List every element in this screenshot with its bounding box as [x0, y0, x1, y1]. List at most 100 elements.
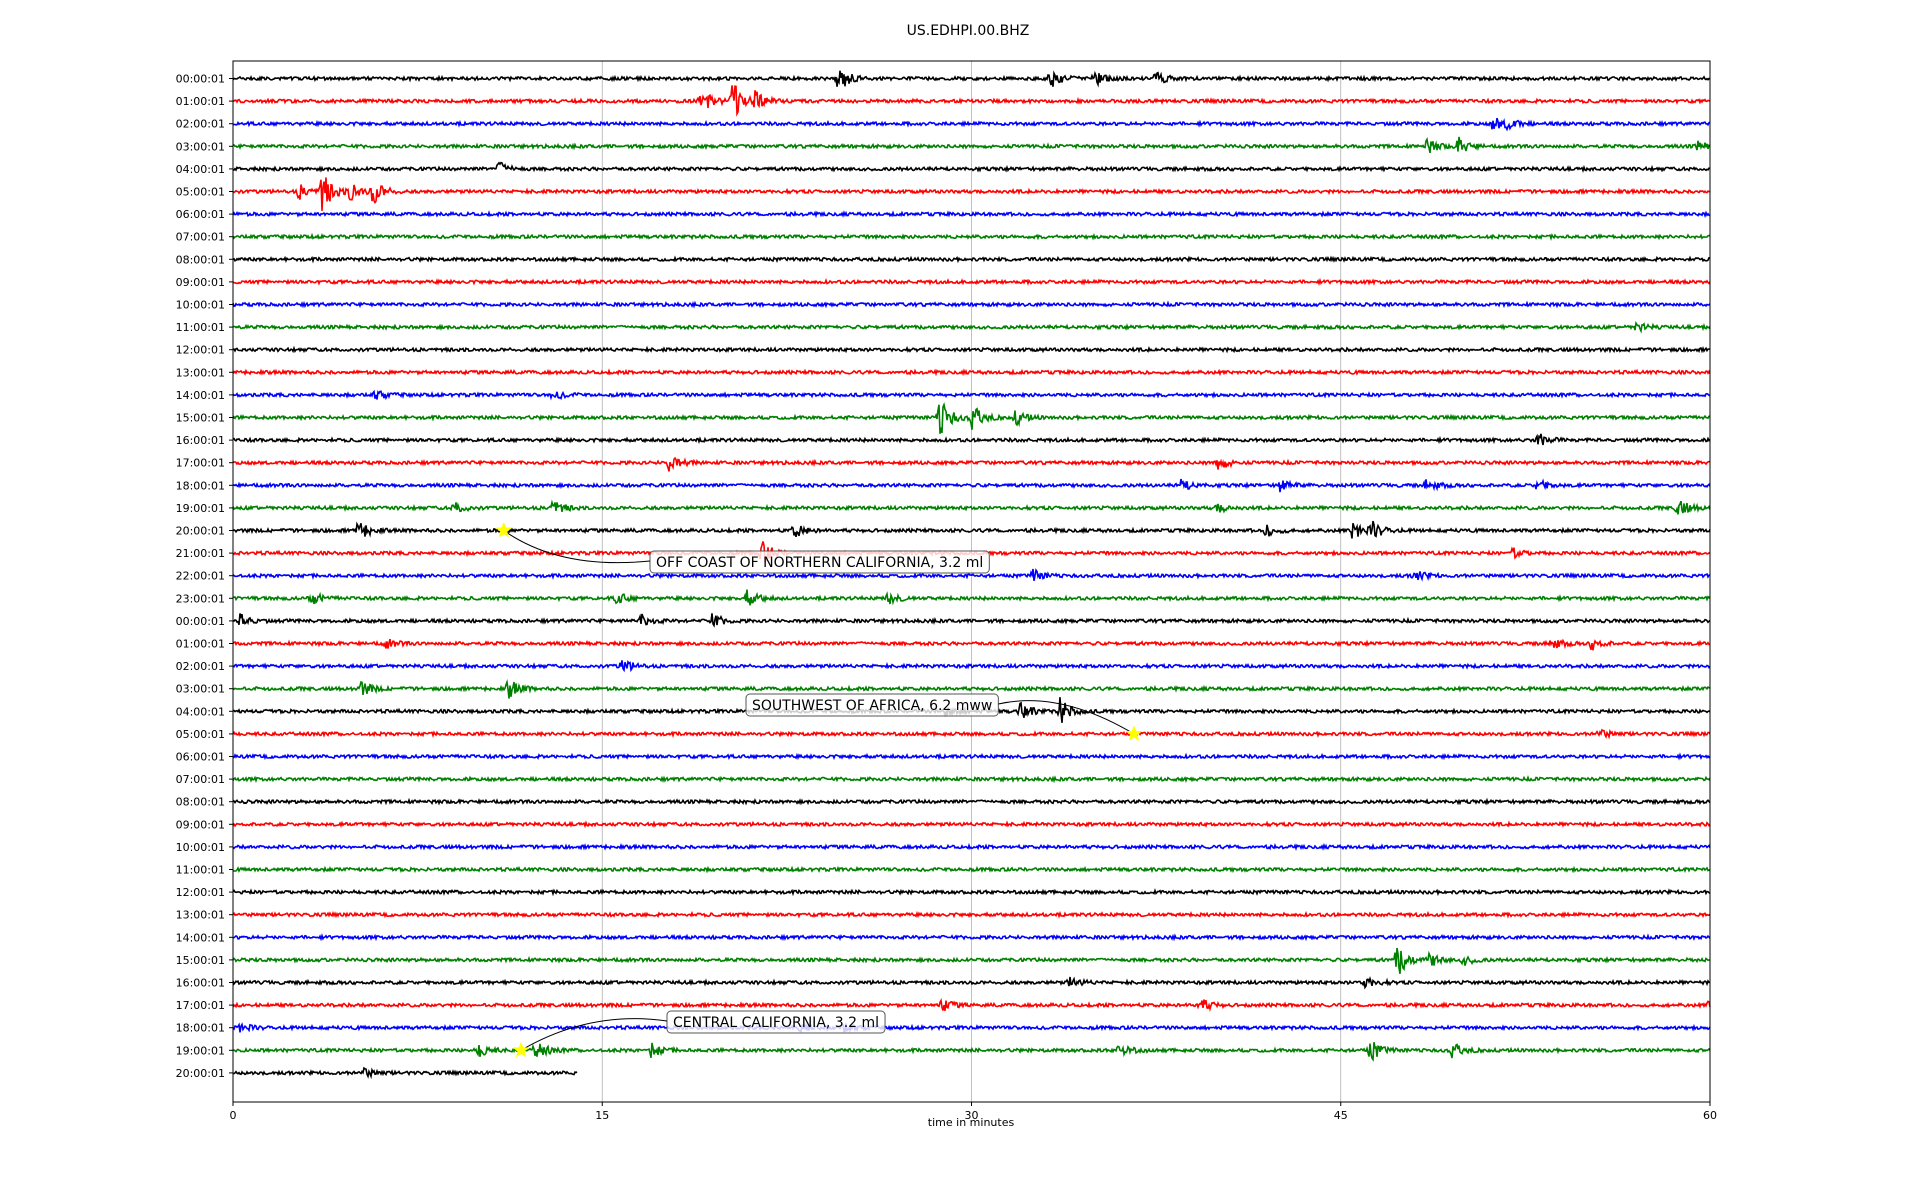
row-label-26: 02:00:01 — [176, 660, 225, 673]
row-label-23: 23:00:01 — [176, 592, 225, 605]
row-label-12: 12:00:01 — [176, 344, 225, 357]
event-label-box-0 — [649, 550, 990, 574]
x-tick-label-15: 15 — [595, 1109, 609, 1122]
x-tick-label-30: 30 — [965, 1109, 979, 1122]
trace-row-31 — [232, 775, 1711, 784]
row-label-7: 07:00:01 — [176, 231, 225, 244]
row-label-0: 00:00:01 — [176, 73, 225, 86]
trace-row-2 — [232, 117, 1711, 132]
trace-row-12 — [232, 345, 1711, 354]
trace-row-27 — [232, 679, 1711, 699]
trace-row-15 — [232, 402, 1711, 434]
trace-row-23 — [232, 589, 1711, 606]
row-label-6: 06:00:01 — [176, 208, 225, 221]
trace-row-43 — [232, 1042, 1711, 1062]
trace-row-37 — [232, 910, 1711, 919]
row-label-31: 07:00:01 — [176, 773, 225, 786]
row-label-14: 14:00:01 — [176, 389, 225, 402]
trace-row-42 — [232, 1021, 1711, 1034]
trace-row-0 — [232, 70, 1711, 88]
row-label-11: 11:00:01 — [176, 321, 225, 334]
trace-row-16 — [232, 433, 1711, 446]
row-label-2: 02:00:01 — [176, 118, 225, 131]
chart-title: US.EDHPI.00.BHZ — [907, 23, 1030, 39]
row-label-15: 15:00:01 — [176, 412, 225, 425]
row-label-17: 17:00:01 — [176, 457, 225, 470]
trace-row-7 — [232, 232, 1711, 241]
trace-row-13 — [232, 368, 1711, 377]
trace-row-44 — [232, 1066, 578, 1080]
trace-row-29 — [232, 728, 1711, 740]
trace-row-24 — [232, 613, 1711, 628]
row-label-30: 06:00:01 — [176, 751, 225, 764]
trace-row-18 — [232, 478, 1711, 493]
row-label-24: 00:00:01 — [176, 615, 225, 628]
event-label-0: OFF COAST OF NORTHERN CALIFORNIA, 3.2 ml — [656, 555, 983, 571]
row-label-29: 05:00:01 — [176, 728, 225, 741]
event-connector-0 — [503, 530, 651, 564]
event-connector-2 — [520, 1018, 668, 1051]
row-label-4: 04:00:01 — [176, 163, 225, 176]
row-label-37: 13:00:01 — [176, 909, 225, 922]
row-label-28: 04:00:01 — [176, 705, 225, 718]
row-label-25: 01:00:01 — [176, 638, 225, 651]
row-label-5: 05:00:01 — [176, 186, 225, 199]
trace-row-40 — [232, 976, 1711, 990]
trace-row-11 — [232, 320, 1711, 334]
row-label-32: 08:00:01 — [176, 796, 225, 809]
event-label-2: CENTRAL CALIFORNIA, 3.2 ml — [673, 1015, 879, 1031]
trace-row-3 — [232, 136, 1711, 154]
event-annotations: OFF COAST OF NORTHERN CALIFORNIA, 3.2 ml… — [495, 521, 1143, 1058]
trace-row-38 — [232, 933, 1711, 942]
trace-row-6 — [232, 210, 1711, 219]
row-label-22: 22:00:01 — [176, 570, 225, 583]
event-label-1: SOUTHWEST OF AFRICA, 6.2 mww — [752, 698, 992, 714]
row-label-40: 16:00:01 — [176, 977, 225, 990]
trace-row-36 — [232, 888, 1711, 897]
trace-row-30 — [232, 752, 1711, 761]
event-star-marker-2 — [512, 1041, 530, 1058]
grid-lines — [601, 61, 1342, 1102]
row-label-33: 09:00:01 — [176, 818, 225, 831]
row-label-43: 19:00:01 — [176, 1044, 225, 1057]
row-label-13: 13:00:01 — [176, 366, 225, 379]
trace-row-33 — [232, 820, 1711, 829]
row-label-3: 03:00:01 — [176, 140, 225, 153]
row-label-38: 14:00:01 — [176, 931, 225, 944]
event-annotation-1: SOUTHWEST OF AFRICA, 6.2 mww — [745, 693, 1143, 741]
event-annotation-2: CENTRAL CALIFORNIA, 3.2 ml — [512, 1010, 886, 1058]
event-connector-1 — [998, 700, 1135, 735]
event-star-marker-1 — [1125, 725, 1143, 741]
trace-row-8 — [232, 255, 1711, 264]
trace-row-14 — [232, 389, 1711, 401]
trace-row-9 — [232, 277, 1711, 286]
row-labels: 00:00:01 01:00:01 02:00:01 03:00:01 04:00:01… — [176, 73, 233, 1080]
row-label-8: 08:00:01 — [176, 253, 225, 266]
row-label-20: 20:00:01 — [176, 525, 225, 538]
trace-row-32 — [232, 797, 1711, 806]
trace-row-17 — [232, 456, 1711, 472]
x-tick-label-0: 0 — [230, 1109, 237, 1122]
row-label-18: 18:00:01 — [176, 479, 225, 492]
row-label-10: 10:00:01 — [176, 299, 225, 312]
x-axis-ticks: 0 15 30 45 60 — [230, 1102, 1717, 1122]
row-label-21: 21:00:01 — [176, 547, 225, 560]
row-label-9: 09:00:01 — [176, 276, 225, 289]
event-label-box-1 — [745, 693, 999, 717]
trace-row-19 — [232, 499, 1711, 515]
row-label-42: 18:00:01 — [176, 1022, 225, 1035]
row-label-1: 01:00:01 — [176, 95, 225, 108]
row-label-19: 19:00:01 — [176, 502, 225, 515]
trace-row-34 — [232, 842, 1711, 851]
row-label-41: 17:00:01 — [176, 999, 225, 1012]
row-label-44: 20:00:01 — [176, 1067, 225, 1080]
trace-row-35 — [232, 865, 1711, 874]
row-label-35: 11:00:01 — [176, 864, 225, 877]
row-label-27: 03:00:01 — [176, 683, 225, 696]
x-axis-label: time in minutes — [928, 1116, 1015, 1129]
trace-row-1 — [232, 85, 1711, 117]
trace-row-4 — [232, 161, 1711, 173]
trace-row-5 — [232, 177, 1711, 211]
row-label-16: 16:00:01 — [176, 434, 225, 447]
